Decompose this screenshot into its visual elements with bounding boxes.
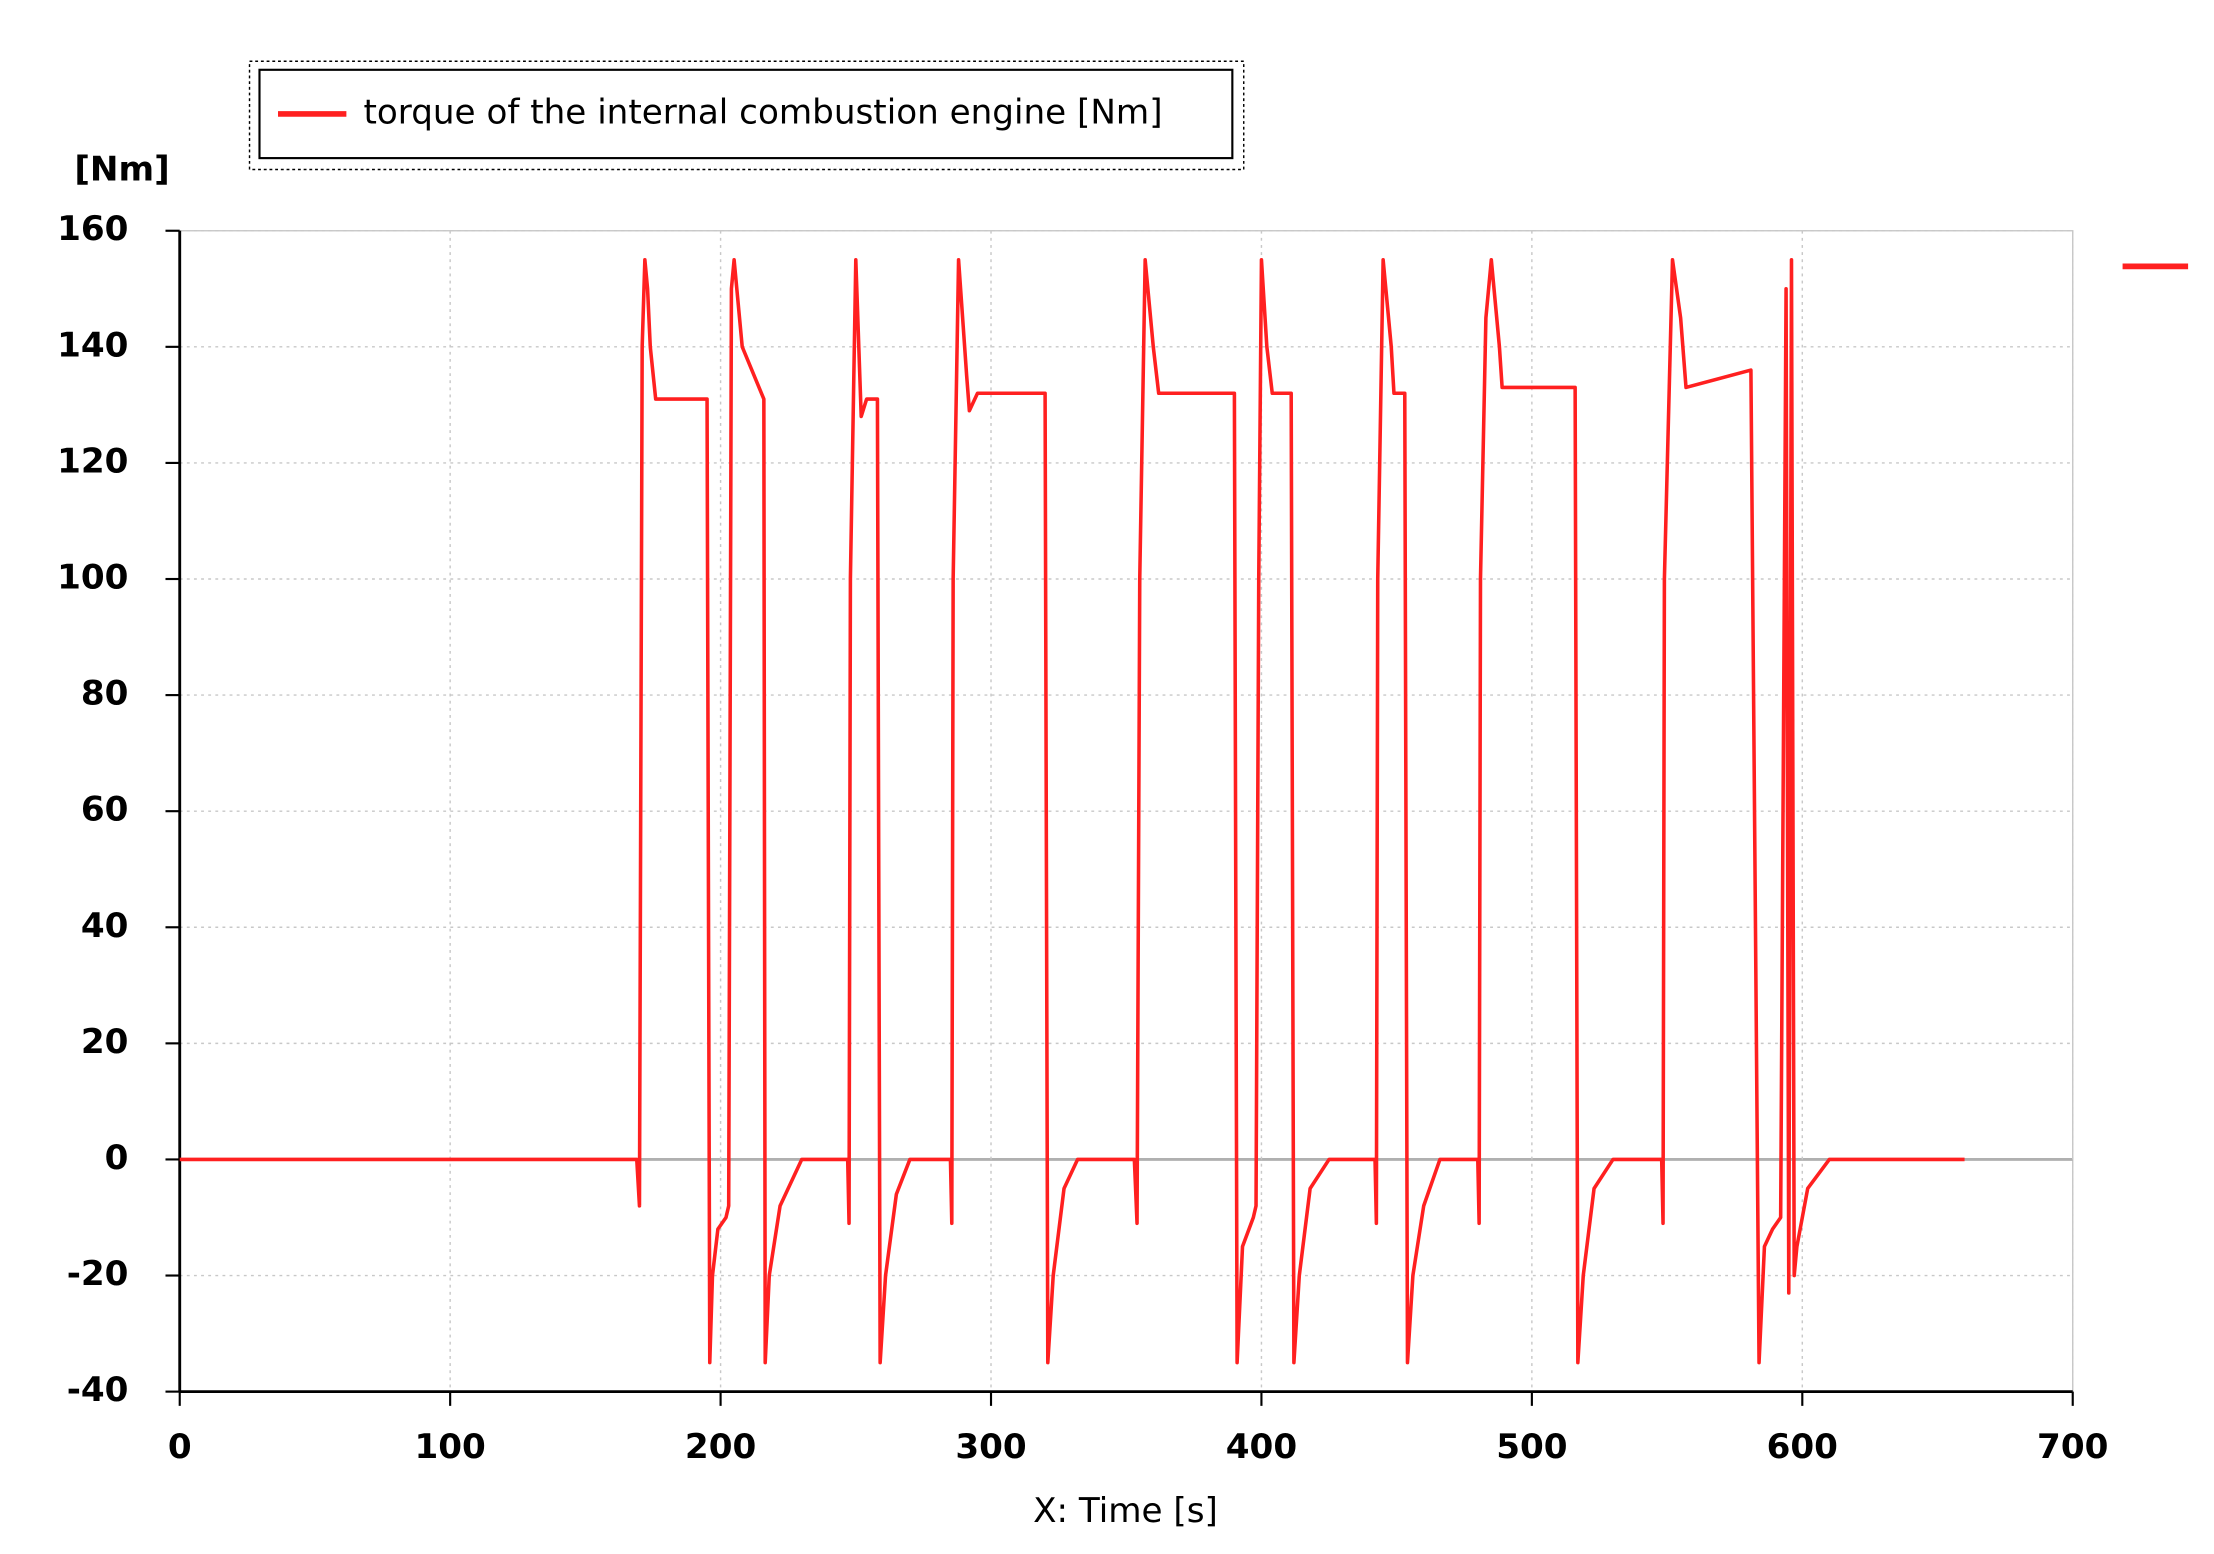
y-tick-label: 140 [57, 325, 128, 365]
y-tick-label: 120 [57, 441, 128, 481]
x-tick-label: 600 [1767, 1427, 1838, 1467]
legend-focus-border [248, 60, 1245, 171]
y-tick-label: 20 [81, 1022, 129, 1062]
y-tick-label: 80 [81, 674, 129, 714]
x-tick-label: 400 [1226, 1427, 1297, 1467]
y-axis-label: [Nm] [74, 149, 169, 189]
y-tick-label: 160 [57, 209, 128, 249]
y-tick-label: -20 [67, 1254, 129, 1294]
x-tick-label: 700 [2037, 1427, 2108, 1467]
legend-box[interactable] [258, 68, 1234, 160]
legend-label[interactable]: torque of the internal combustion engine… [363, 92, 1162, 132]
x-tick-label: 500 [1496, 1427, 1567, 1467]
x-tick-label: 100 [414, 1427, 485, 1467]
y-tick-label: 0 [105, 1138, 129, 1178]
x-tick-label: 200 [685, 1427, 756, 1467]
y-tick-label: 60 [81, 790, 129, 830]
x-axis-label: X: Time [s] [1033, 1491, 1218, 1531]
y-tick-label: 40 [81, 906, 129, 946]
x-tick-label: 0 [168, 1427, 192, 1467]
y-tick-label: -40 [67, 1370, 129, 1410]
x-tick-label: 300 [955, 1427, 1026, 1467]
series-line [179, 257, 1965, 1365]
y-tick-label: 100 [57, 558, 128, 598]
